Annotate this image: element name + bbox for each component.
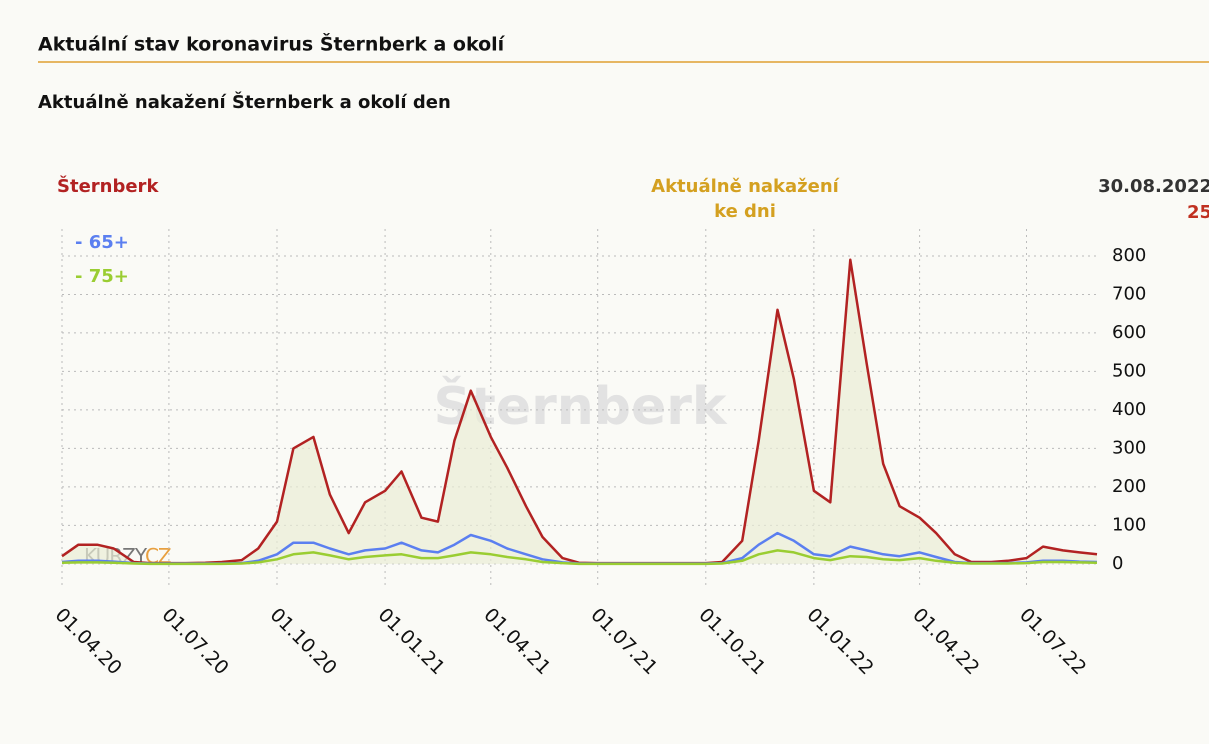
x-tick-label: 01.01.21: [374, 604, 449, 679]
series-line: [61, 549, 1098, 566]
x-tick-label: 01.07.20: [157, 604, 232, 679]
latest-date: 30.08.2022: [1098, 176, 1209, 197]
x-tick-label: 01.04.20: [51, 604, 126, 679]
x-tick-label: 01.10.20: [266, 604, 341, 679]
x-tick-label: 01.04.22: [908, 604, 983, 679]
y-tick-label: 200: [1112, 476, 1146, 497]
center-label: ke dni: [714, 201, 776, 222]
chart-title: Aktuálně nakažení Šternberk a okolí den: [38, 91, 451, 113]
x-tick-label: 01.01.22: [802, 604, 877, 679]
y-tick-label: 0: [1112, 553, 1123, 574]
y-tick-label: 100: [1112, 514, 1146, 535]
x-tick-label: 01.07.21: [586, 604, 661, 679]
y-tick-label: 600: [1112, 322, 1146, 343]
page-title: Aktuální stav koronavirus Šternberk a ok…: [38, 32, 506, 56]
center-label: Aktuálně nakažení: [651, 176, 840, 197]
y-tick-label: 400: [1112, 399, 1146, 420]
x-tick-label: 01.04.21: [479, 604, 554, 679]
x-tick-label: 01.07.22: [1015, 604, 1090, 679]
y-tick-label: 700: [1112, 283, 1146, 304]
y-tick-label: 300: [1112, 437, 1146, 458]
y-tick-label: 500: [1112, 360, 1146, 381]
legend-label: - 75+: [75, 266, 129, 287]
latest-value: 25: [1187, 202, 1209, 223]
x-tick-label: 01.10.21: [694, 604, 769, 679]
legend-label: - 65+: [75, 232, 129, 253]
y-tick-label: 800: [1112, 245, 1146, 266]
area: [62, 259, 1097, 564]
legend-label: Šternberk: [57, 175, 159, 197]
